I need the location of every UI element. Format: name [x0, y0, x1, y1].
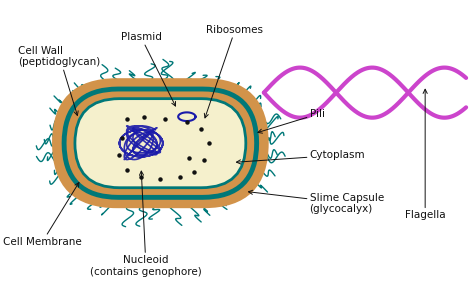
Text: Plasmid: Plasmid [121, 32, 175, 106]
Text: Flagella: Flagella [405, 89, 446, 221]
FancyBboxPatch shape [75, 99, 246, 188]
Text: Cell Wall
(peptidoglycan): Cell Wall (peptidoglycan) [18, 46, 100, 115]
Text: Cytoplasm: Cytoplasm [237, 150, 365, 164]
Text: Cell Membrane: Cell Membrane [3, 183, 82, 247]
Text: Slime Capsule
(glycocalyx): Slime Capsule (glycocalyx) [248, 190, 384, 214]
FancyBboxPatch shape [64, 89, 256, 197]
FancyBboxPatch shape [52, 78, 269, 208]
Text: Pili: Pili [258, 109, 325, 133]
Text: Nucleoid
(contains genophore): Nucleoid (contains genophore) [90, 171, 202, 277]
Text: Ribosomes: Ribosomes [204, 25, 264, 118]
